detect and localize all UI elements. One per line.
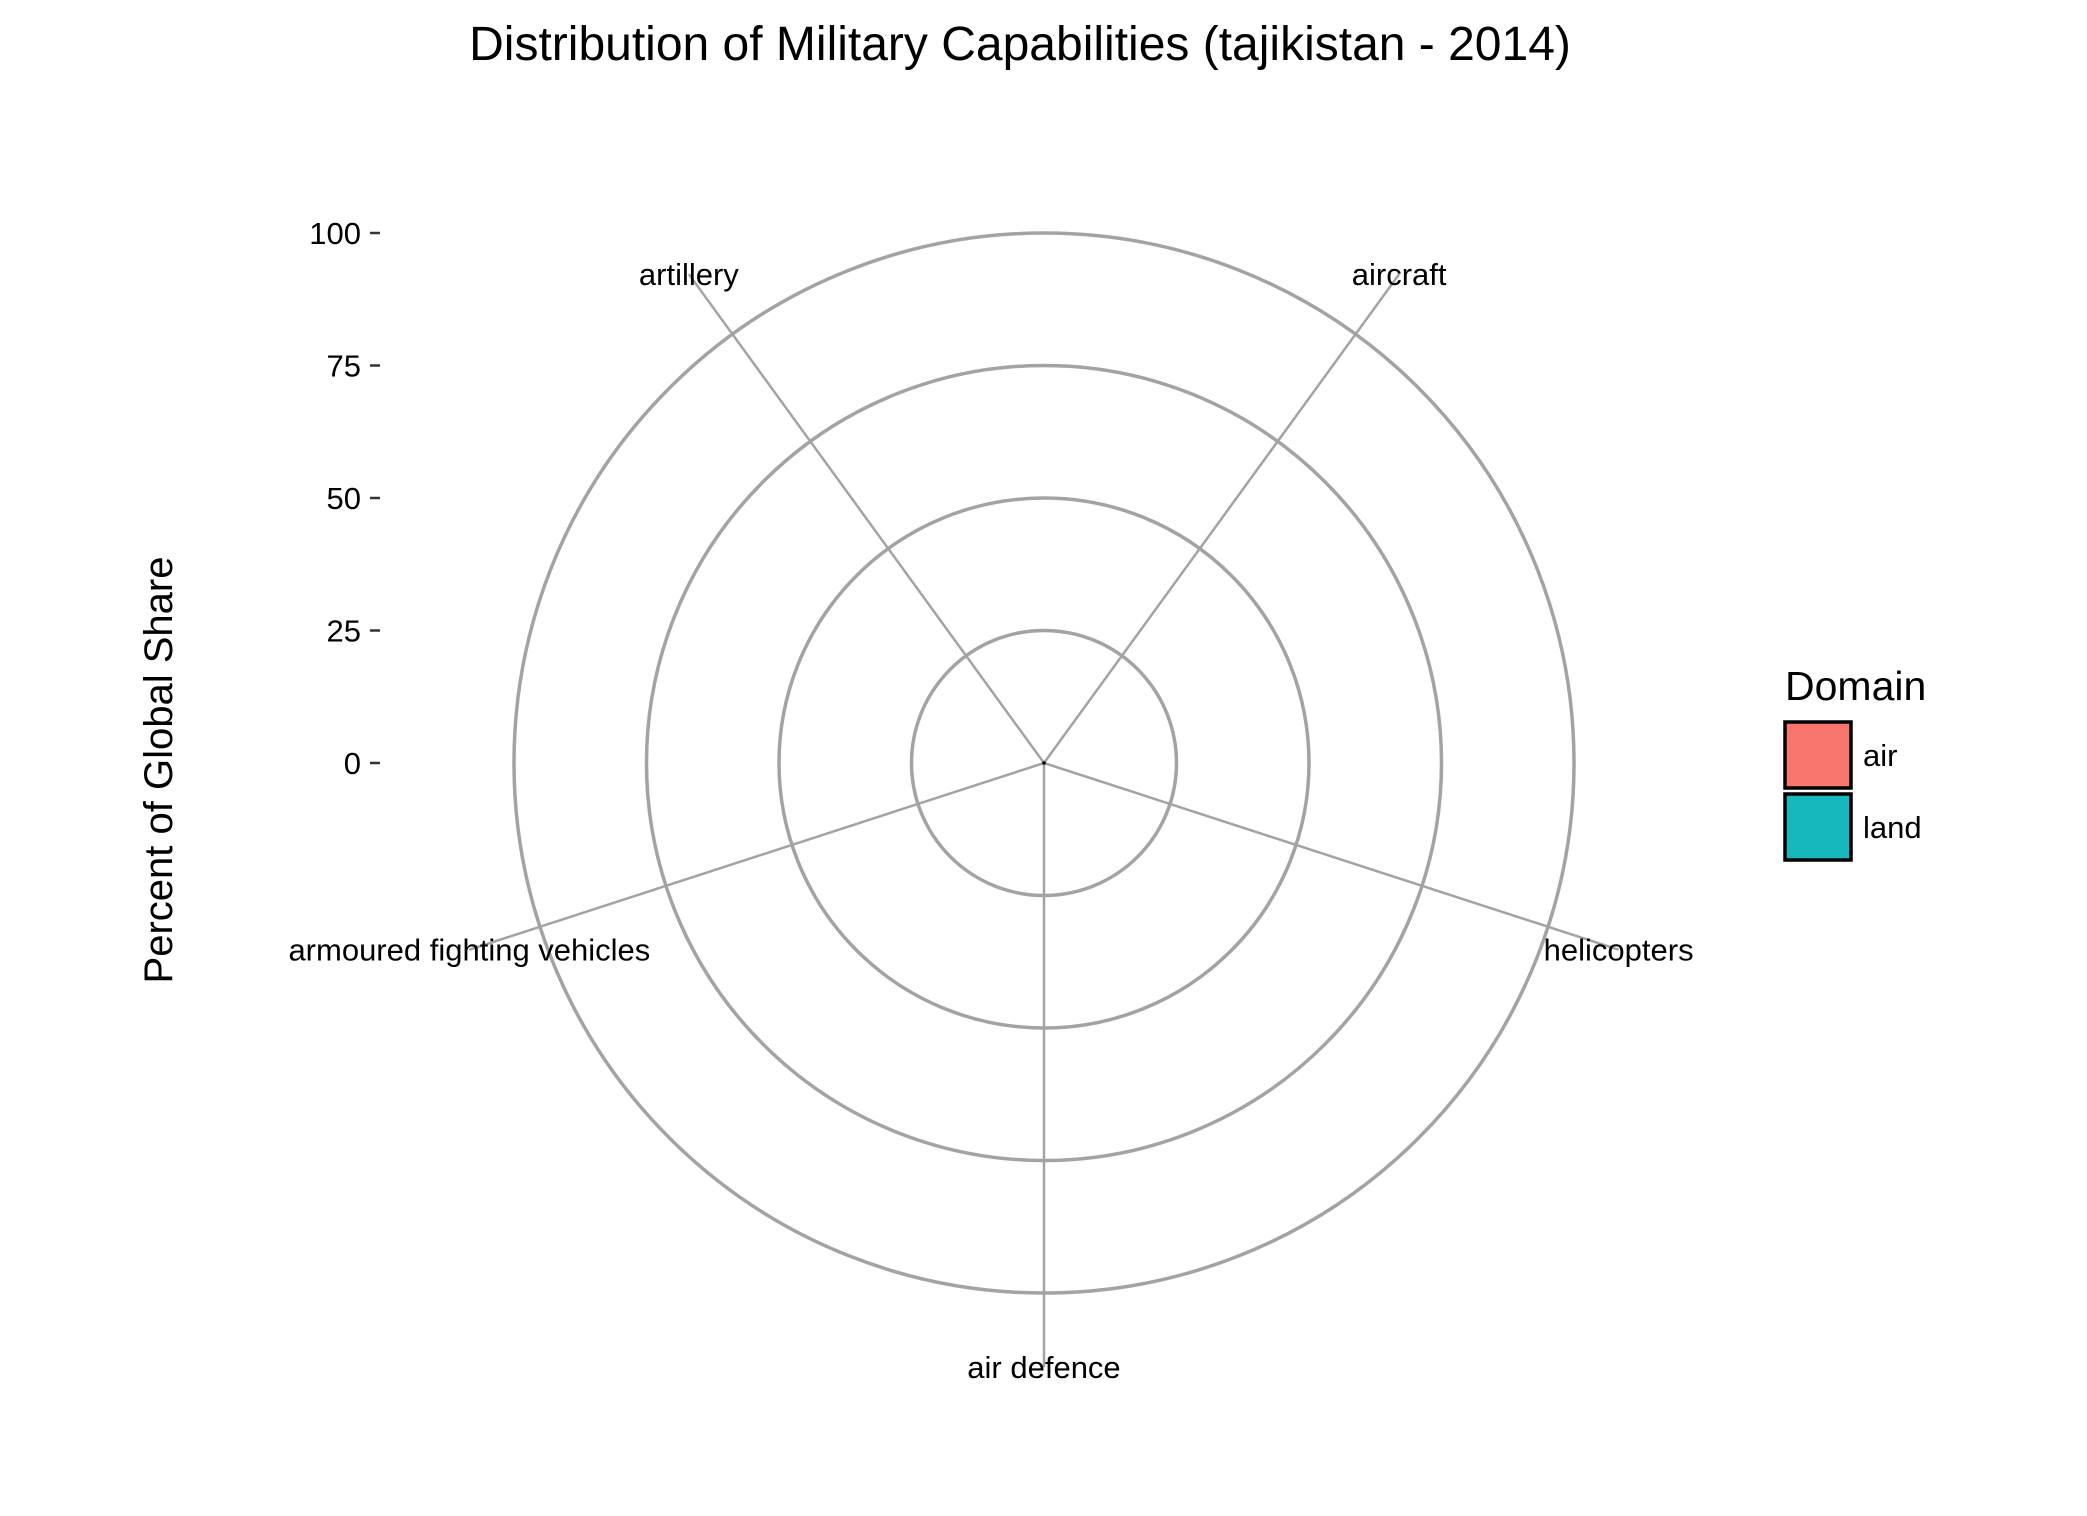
- spoke-aircraft: [1042, 273, 1401, 764]
- category-label-helicopters: helicopters: [1544, 933, 1694, 968]
- y-axis: 0 25 50 75 100: [309, 216, 380, 781]
- y-tick-label-75: 75: [327, 349, 361, 384]
- y-tick-label-100: 100: [309, 216, 361, 251]
- legend-swatch-land: [1783, 792, 1853, 862]
- legend: Domain air land: [1783, 663, 1926, 862]
- category-label-armoured-fighting-vehicles: armoured fighting vehicles: [288, 933, 650, 968]
- legend-item-air: air: [1783, 720, 1897, 790]
- y-tick-label-50: 50: [327, 481, 361, 516]
- series-land: [1042, 761, 1046, 765]
- data-series: [1042, 761, 1046, 765]
- legend-title: Domain: [1785, 663, 1926, 709]
- category-spokes: [468, 273, 1620, 1368]
- y-axis-label: Percent of Global Share: [137, 557, 181, 984]
- legend-item-land: land: [1783, 792, 1922, 862]
- spoke-helicopters: [1043, 761, 1620, 951]
- chart-title: Distribution of Military Capabilities (t…: [469, 18, 1571, 71]
- category-label-air-defence: air defence: [967, 1350, 1120, 1385]
- y-tick-label-0: 0: [344, 746, 361, 781]
- category-label-aircraft: aircraft: [1352, 257, 1447, 292]
- category-labels: aircraft helicopters air defence armoured f…: [288, 257, 1693, 1385]
- category-label-artillery: artillery: [639, 257, 739, 292]
- spoke-armoured-fighting-vehicles: [468, 761, 1045, 951]
- legend-label-air: air: [1863, 738, 1897, 773]
- y-tick-label-25: 25: [327, 614, 361, 649]
- legend-label-land: land: [1863, 810, 1922, 845]
- legend-swatch-air: [1783, 720, 1853, 790]
- spoke-artillery: [687, 273, 1046, 764]
